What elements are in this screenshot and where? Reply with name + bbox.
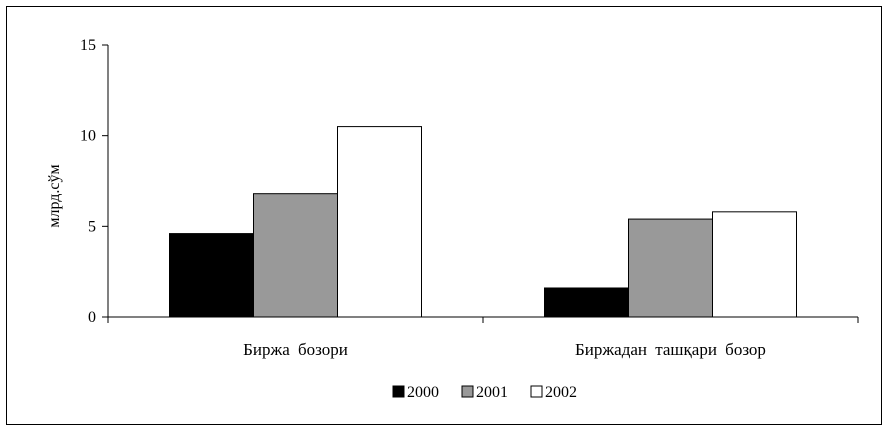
bar-2002-birzha — [338, 127, 422, 317]
bar-2000-birzhadan — [545, 288, 629, 317]
y-tick-label: 5 — [88, 218, 96, 235]
legend-swatch-2000 — [393, 386, 404, 397]
y-tick-label: 0 — [88, 309, 96, 326]
legend-label-2000: 2000 — [407, 384, 439, 401]
y-tick-label: 15 — [80, 37, 96, 54]
legend-swatch-2001 — [462, 386, 473, 397]
y-axis-label: млрд.сўм — [46, 164, 63, 227]
x-category-label: Биржа бозори — [243, 340, 348, 359]
bar-2001-birzha — [254, 194, 338, 317]
x-category-label: Биржадан ташқари бозор — [575, 340, 766, 359]
legend-swatch-2002 — [531, 386, 542, 397]
legend-label-2001: 2001 — [476, 384, 508, 401]
legend-label-2002: 2002 — [545, 384, 577, 401]
bar-2001-birzhadan — [629, 219, 713, 317]
bar-2000-birzha — [170, 234, 254, 317]
bar-2002-birzhadan — [713, 212, 797, 317]
y-tick-label: 10 — [80, 128, 96, 145]
